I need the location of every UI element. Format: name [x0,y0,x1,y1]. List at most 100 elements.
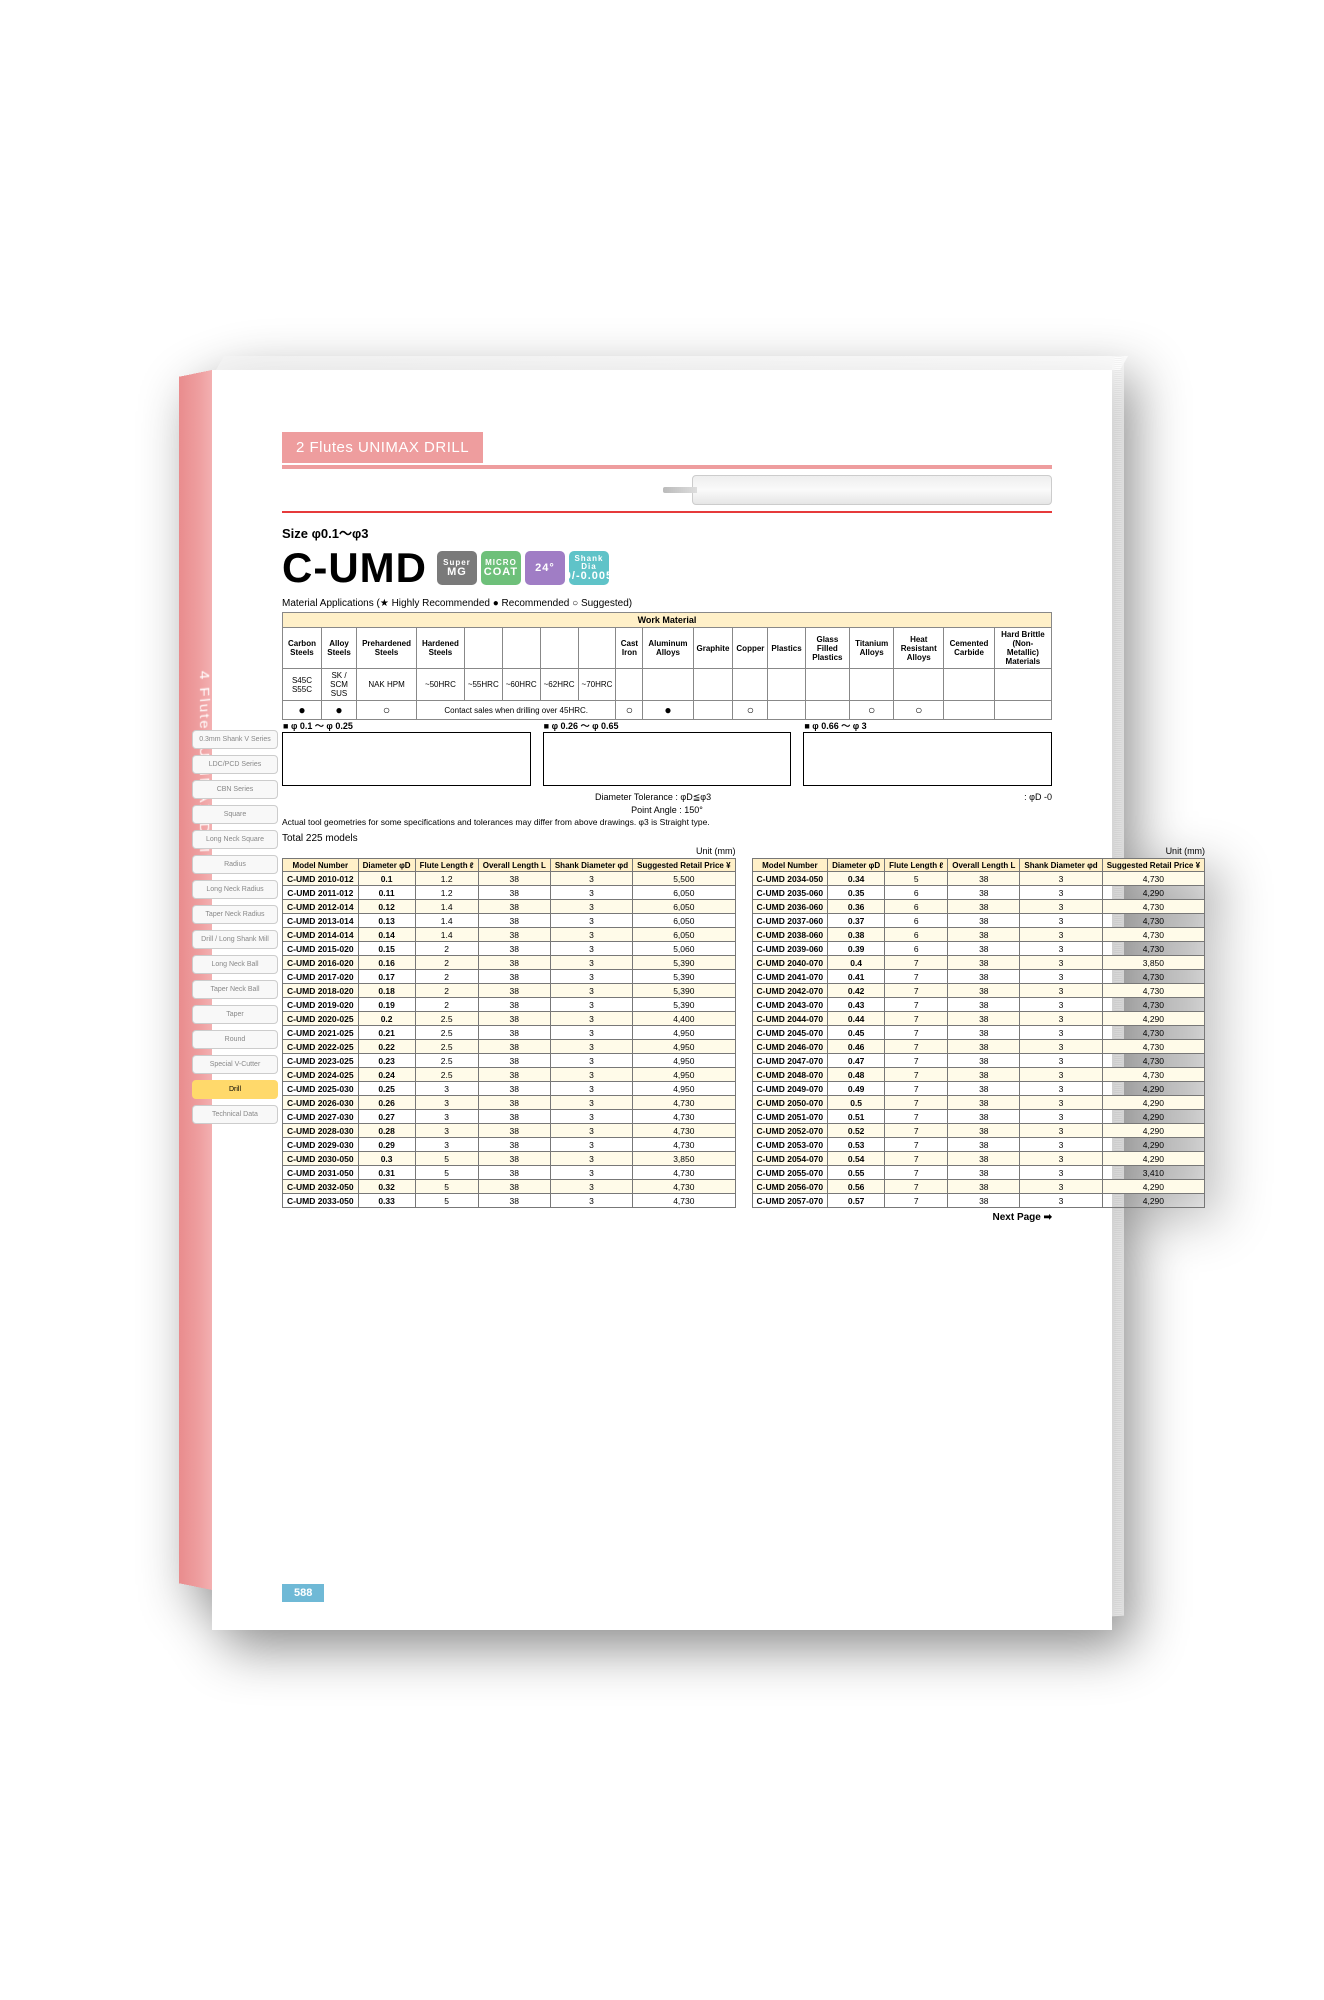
data-tables: Unit (mm) Model NumberDiameter φDFlute L… [282,846,1052,1208]
table-row: C-UMD 2011-0120.111.23836,050 [283,886,736,900]
table-row: C-UMD 2028-0300.2833834,730 [283,1124,736,1138]
side-tab[interactable]: Long Neck Square [192,830,278,849]
table-row: C-UMD 2055-0700.5573833,410 [752,1166,1205,1180]
page: 0.3mm Shank V SeriesLDC/PCD SeriesCBN Se… [212,370,1112,1630]
point-angle-line: Point Angle : 150° [282,805,1052,815]
side-tab[interactable]: Square [192,805,278,824]
table-row: C-UMD 2042-0700.4273834,730 [752,984,1205,998]
table-row: C-UMD 2012-0140.121.43836,050 [283,900,736,914]
table-row: C-UMD 2036-0600.3663834,730 [752,900,1205,914]
wm-data-row: ●●○Contact sales when drilling over 45HR… [283,701,1052,720]
table-row: C-UMD 2010-0120.11.23835,500 [283,872,736,886]
table-row: C-UMD 2031-0500.3153834,730 [283,1166,736,1180]
table-row: C-UMD 2013-0140.131.43836,050 [283,914,736,928]
side-tab[interactable]: Taper [192,1005,278,1024]
table-row: C-UMD 2049-0700.4973834,290 [752,1082,1205,1096]
drill-shape [692,475,1052,505]
table-row: C-UMD 2057-0700.5773834,290 [752,1194,1205,1208]
table-row: C-UMD 2039-0600.3963834,730 [752,942,1205,956]
table-row: C-UMD 2037-0600.3763834,730 [752,914,1205,928]
table-row: C-UMD 2052-0700.5273834,290 [752,1124,1205,1138]
size-line: Size φ0.1～φ3 [282,523,1052,542]
product-title: C-UMD SuperMGMICROCOAT24°Shank Dia0/-0.0… [282,544,1052,592]
side-tab[interactable]: Taper Neck Ball [192,980,278,999]
table-row: C-UMD 2056-0700.5673834,290 [752,1180,1205,1194]
table-row: C-UMD 2046-0700.4673834,730 [752,1040,1205,1054]
table-row: C-UMD 2041-0700.4173834,730 [752,970,1205,984]
dim-1: φ 0.1 ～ φ 0.25 [282,732,531,786]
badge: MICROCOAT [481,551,521,585]
data-table-left: Model NumberDiameter φDFlute Length ℓOve… [282,858,736,1208]
pages-top-edge [216,356,1128,370]
side-tab[interactable]: Technical Data [192,1105,278,1124]
table-row: C-UMD 2014-0140.141.43836,050 [283,928,736,942]
unit-left: Unit (mm) [282,846,736,856]
next-page: Next Page ➡ [282,1212,1052,1223]
dim-2: φ 0.26 ～ φ 0.65 [543,732,792,786]
side-tab[interactable]: LDC/PCD Series [192,755,278,774]
table-row: C-UMD 2044-0700.4473834,290 [752,1012,1205,1026]
table-row: C-UMD 2045-0700.4573834,730 [752,1026,1205,1040]
badge: Shank Dia0/-0.005 [569,551,609,585]
side-tabs: 0.3mm Shank V Series LDC/PCD Series CBN Se… [192,730,278,1124]
wm-title: Work Material [283,613,1052,628]
thin-red-rule [282,511,1052,513]
table-row: C-UMD 2015-0200.1523835,060 [283,942,736,956]
table-row: C-UMD 2026-0300.2633834,730 [283,1096,736,1110]
side-tab[interactable]: Round [192,1030,278,1049]
table-row: C-UMD 2027-0300.2733834,730 [283,1110,736,1124]
total-models: Total 225 models [282,833,1052,844]
side-tab[interactable]: Long Neck Ball [192,955,278,974]
table-row: C-UMD 2021-0250.212.53834,950 [283,1026,736,1040]
side-tab[interactable]: Drill [192,1080,278,1099]
table-row: C-UMD 2030-0500.353833,850 [283,1152,736,1166]
table-row: C-UMD 2018-0200.1823835,390 [283,984,736,998]
tolerance-line: Diameter Tolerance : φD≦φ3 : φD -0 [282,792,1052,803]
legend: Material Applications (★ Highly Recommen… [282,598,1052,609]
table-row: C-UMD 2038-0600.3863834,730 [752,928,1205,942]
table-row: C-UMD 2022-0250.222.53834,950 [283,1040,736,1054]
wm-header-row: Carbon SteelsAlloy SteelsPrehardened Ste… [283,628,1052,669]
table-row: C-UMD 2023-0250.232.53834,950 [283,1054,736,1068]
side-tab[interactable]: Radius [192,855,278,874]
table-row: C-UMD 2054-0700.5473834,290 [752,1152,1205,1166]
book: 4 Flutes UNIMAX DRILL 0.3mm Shank V Seri… [212,370,1112,1630]
drill-photo [282,475,1052,505]
side-tab[interactable]: Long Neck Radius [192,880,278,899]
table-row: C-UMD 2025-0300.2533834,950 [283,1082,736,1096]
work-material-table: Work Material Carbon SteelsAlloy SteelsP… [282,612,1052,720]
badges: SuperMGMICROCOAT24°Shank Dia0/-0.005 [437,551,609,585]
badge: SuperMG [437,551,477,585]
header-rule [282,465,1052,469]
table-row: C-UMD 2029-0300.2933834,730 [283,1138,736,1152]
table-row: C-UMD 2016-0200.1623835,390 [283,956,736,970]
table-row: C-UMD 2040-0700.473833,850 [752,956,1205,970]
unit-right: Unit (mm) [752,846,1206,856]
dim-3: φ 0.66 ～ φ 3 [803,732,1052,786]
table-row: C-UMD 2019-0200.1923835,390 [283,998,736,1012]
badge: 24° [525,551,565,585]
table-row: C-UMD 2035-0600.3563834,290 [752,886,1205,900]
table-row: C-UMD 2048-0700.4873834,730 [752,1068,1205,1082]
page-number: 588 [282,1584,324,1602]
table-row: C-UMD 2051-0700.5173834,290 [752,1110,1205,1124]
table-row: C-UMD 2017-0200.1723835,390 [283,970,736,984]
table-row: C-UMD 2053-0700.5373834,290 [752,1138,1205,1152]
side-tab[interactable]: CBN Series [192,780,278,799]
table-row: C-UMD 2034-0500.3453834,730 [752,872,1205,886]
wm-sub-row: S45C S55CSK / SCM SUSNAK HPM~50HRC~55HRC… [283,669,1052,701]
side-tab[interactable]: Special V-Cutter [192,1055,278,1074]
table-row: C-UMD 2020-0250.22.53834,400 [283,1012,736,1026]
side-tab[interactable]: Taper Neck Radius [192,905,278,924]
data-table-right: Model NumberDiameter φDFlute Length ℓOve… [752,858,1206,1208]
table-row: C-UMD 2032-0500.3253834,730 [283,1180,736,1194]
table-row: C-UMD 2024-0250.242.53834,950 [283,1068,736,1082]
note: Actual tool geometries for some specific… [282,817,1052,827]
table-row: C-UMD 2033-0500.3353834,730 [283,1194,736,1208]
side-tab[interactable]: Drill / Long Shank Mill [192,930,278,949]
side-tab[interactable]: 0.3mm Shank V Series [192,730,278,749]
dimension-drawings: φ 0.1 ～ φ 0.25 φ 0.26 ～ φ 0.65 φ 0.66 ～ … [282,732,1052,786]
product-name: C-UMD [282,544,427,592]
table-row: C-UMD 2050-0700.573834,290 [752,1096,1205,1110]
table-row: C-UMD 2043-0700.4373834,730 [752,998,1205,1012]
